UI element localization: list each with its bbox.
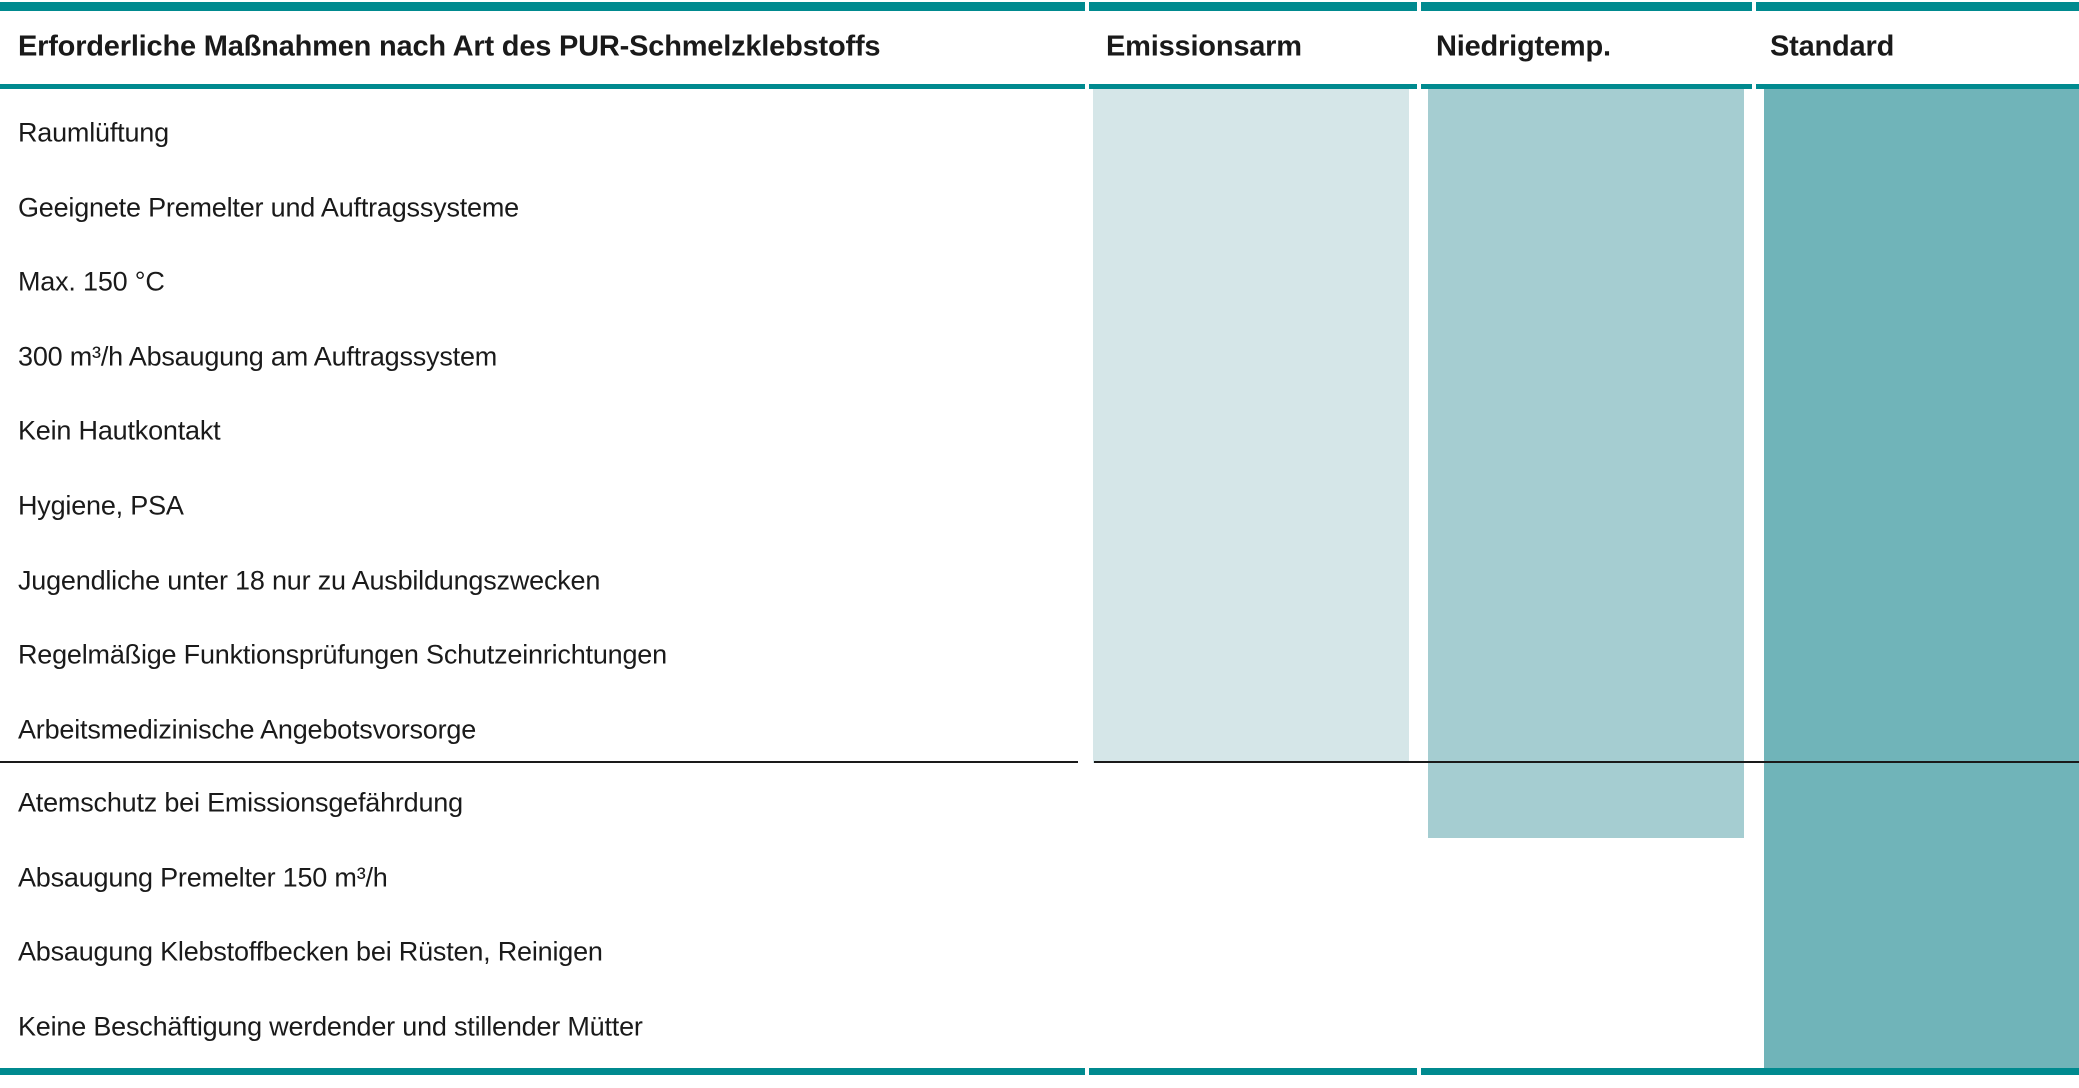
column-gap-marker [1417, 84, 1421, 89]
top-border-rule [0, 2, 2079, 11]
coverage-bar-niedrigtemp [1428, 89, 1744, 838]
coverage-bar-emissionsarm [1093, 89, 1409, 763]
column-gap-marker [1417, 1068, 1421, 1075]
header-separator-rule [0, 84, 2079, 89]
measure-label: Jugendliche unter 18 nur zu Ausbildungsz… [18, 565, 601, 596]
table-title: Erforderliche Maßnahmen nach Art des PUR… [18, 30, 881, 63]
column-gap-marker [1417, 2, 1421, 11]
measure-label: Raumlüftung [18, 117, 169, 148]
measure-label: 300 m³/h Absaugung am Auftragssystem [18, 341, 498, 372]
column-header-niedrigtemp: Niedrigtemp. [1436, 30, 1611, 63]
column-gap-marker [1752, 84, 1756, 89]
measure-label: Geeignete Premelter und Auftragssysteme [18, 192, 519, 223]
column-gap-marker [1752, 2, 1756, 11]
bottom-border-rule [0, 1068, 2079, 1075]
coverage-bar-standard [1764, 89, 2079, 1068]
measure-label: Absaugung Premelter 150 m³/h [18, 862, 388, 893]
measure-label: Max. 150 °C [18, 266, 165, 297]
measure-label: Keine Beschäftigung werdender und stille… [18, 1011, 643, 1042]
measure-label: Hygiene, PSA [18, 490, 184, 521]
column-gap-marker [1085, 2, 1089, 11]
measure-label: Regelmäßige Funktionsprüfungen Schutzein… [18, 639, 667, 670]
column-gap-marker [1085, 84, 1089, 89]
column-gap-marker [1085, 1068, 1089, 1075]
measure-label: Atemschutz bei Emissionsgefährdung [18, 787, 463, 818]
group-divider-line [1094, 761, 2079, 763]
group-divider-line [0, 761, 1078, 763]
column-header-standard: Standard [1770, 30, 1895, 63]
measure-label: Arbeitsmedizinische Angebotsvorsorge [18, 714, 477, 745]
measure-label: Kein Hautkontakt [18, 415, 221, 446]
column-header-emissionsarm: Emissionsarm [1106, 30, 1302, 63]
measure-label: Absaugung Klebstoffbecken bei Rüsten, Re… [18, 936, 603, 967]
